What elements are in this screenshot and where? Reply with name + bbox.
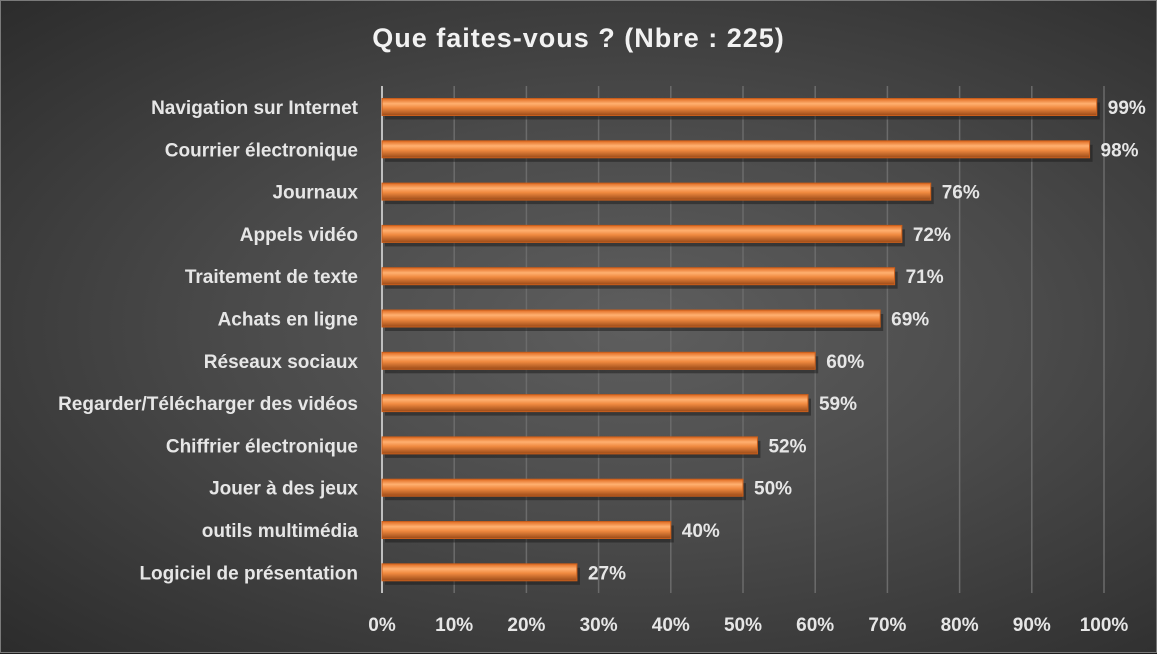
bar	[381, 563, 578, 582]
x-tick-label: 80%	[941, 615, 979, 636]
data-label: 72%	[913, 225, 951, 246]
bar	[381, 224, 903, 243]
data-label: 52%	[768, 436, 806, 457]
x-tick-label: 60%	[796, 615, 834, 636]
data-label: 71%	[906, 267, 944, 288]
data-label: 99%	[1108, 98, 1146, 119]
category-label: Navigation sur Internet	[151, 98, 359, 119]
x-tick-label: 50%	[724, 615, 762, 636]
bar	[381, 394, 809, 413]
category-label: Logiciel de présentation	[139, 563, 358, 584]
data-label: 59%	[819, 394, 857, 415]
x-tick-label: 10%	[435, 615, 473, 636]
data-label: 98%	[1101, 140, 1139, 161]
data-label: 50%	[754, 479, 792, 500]
x-tick-label: 100%	[1080, 615, 1129, 636]
category-label: Regarder/Télécharger des vidéos	[58, 394, 358, 415]
data-label: 40%	[682, 521, 720, 542]
data-label: 76%	[942, 183, 980, 204]
category-label: Traitement de texte	[185, 267, 358, 288]
category-label: outils multimédia	[202, 521, 359, 542]
category-label: Achats en ligne	[218, 310, 358, 331]
bar	[381, 478, 744, 497]
x-tick-label: 0%	[368, 615, 396, 636]
bar	[381, 140, 1091, 159]
x-tick-label: 40%	[652, 615, 690, 636]
bar	[381, 98, 1098, 116]
bar	[381, 309, 881, 328]
bar	[381, 182, 932, 201]
x-tick-label: 90%	[1013, 615, 1051, 636]
data-label: 69%	[891, 310, 929, 331]
bar	[381, 351, 816, 370]
category-label: Réseaux sociaux	[204, 352, 359, 373]
x-tick-label: 70%	[868, 615, 906, 636]
bar	[381, 267, 896, 286]
bar	[381, 436, 758, 455]
category-label: Chiffrier électronique	[166, 436, 358, 457]
data-label: 27%	[588, 563, 626, 584]
category-label: Courrier électronique	[165, 140, 358, 161]
category-label: Jouer à des jeux	[209, 479, 358, 500]
bar	[381, 521, 672, 539]
x-tick-label: 30%	[580, 615, 618, 636]
category-label: Journaux	[272, 183, 358, 204]
category-label: Appels vidéo	[240, 225, 358, 246]
chart-title: Que faites-vous ? (Nbre : 225)	[372, 23, 785, 53]
data-label: 60%	[826, 352, 864, 373]
x-tick-label: 20%	[507, 615, 545, 636]
